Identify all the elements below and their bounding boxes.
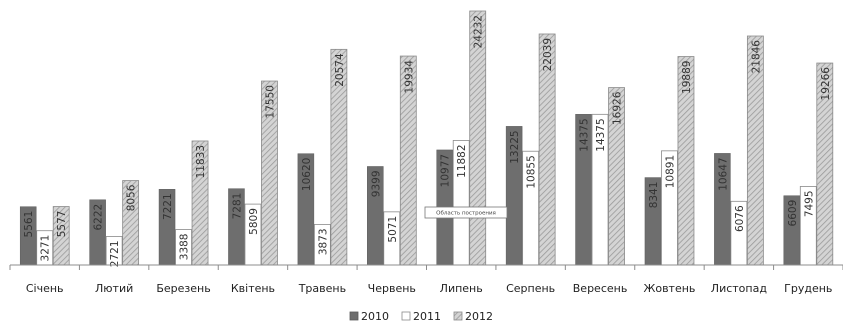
data-label-2011-Квітень: 5809 xyxy=(248,208,260,235)
legend-label-2012: 2012 xyxy=(465,310,493,323)
x-axis-tick-labels: Січень Лютий Березень Квітень Травень Червень… xyxy=(26,282,833,295)
data-label-2010-Вересень: 14375 xyxy=(579,118,591,151)
x-tick-label-4: Квітень xyxy=(231,282,275,295)
data-label-2012-Лютий: 8056 xyxy=(126,184,138,211)
data-label-2010-Травень: 10620 xyxy=(301,158,313,191)
data-label-2012-Вересень: 16926 xyxy=(612,91,624,125)
data-label-2010-Січень: 5561 xyxy=(23,211,35,238)
data-label-2012-Серпень: 22039 xyxy=(542,38,554,71)
data-label-2011-Лютий: 2721 xyxy=(109,240,121,267)
data-label-2011-Липень: 11882 xyxy=(456,144,468,177)
data-label-2012-Квітень: 17550 xyxy=(264,85,276,118)
x-tick-label-2: Лютий xyxy=(95,282,133,295)
x-tick-label-11: Листопад xyxy=(711,282,768,295)
data-label-2011-Листопад: 6076 xyxy=(734,205,746,232)
x-tick-label-10: Жовтень xyxy=(643,282,695,295)
data-label-2012-Грудень: 19266 xyxy=(820,67,832,101)
data-label-2012-Березень: 11833 xyxy=(195,145,207,178)
data-label-2010-Листопад: 10647 xyxy=(717,157,729,190)
tooltip-text: Область построения xyxy=(436,211,496,217)
legend-swatch-2010 xyxy=(349,311,359,321)
x-axis-ticks xyxy=(9,265,843,270)
legend-label-2011: 2011 xyxy=(413,310,441,323)
data-label-2011-Грудень: 7495 xyxy=(803,190,815,217)
data-label-2012-Червень: 19934 xyxy=(403,60,415,94)
legend-swatch-2012 xyxy=(453,311,463,321)
data-label-2010-Лютий: 6222 xyxy=(93,204,105,231)
data-labels-layer: 5561 3271 5577 6222 2721 8056 7221 3388 11833 728… xyxy=(23,15,832,267)
data-label-2012-Липень: 24232 xyxy=(473,15,485,48)
x-tick-label-7: Липень xyxy=(440,282,483,295)
x-tick-label-12: Грудень xyxy=(784,282,832,295)
data-label-2011-Червень: 5071 xyxy=(387,216,399,243)
data-label-2012-Січень: 5577 xyxy=(56,211,68,238)
data-label-2012-Травень: 20574 xyxy=(334,53,346,87)
data-label-2012-Жовтень: 19889 xyxy=(681,61,693,94)
legend-label-2010: 2010 xyxy=(361,310,389,323)
bars-layer xyxy=(19,10,834,266)
x-tick-label-8: Серпень xyxy=(506,282,555,295)
x-tick-label-9: Вересень xyxy=(573,282,628,295)
data-label-2010-Серпень: 13225 xyxy=(509,130,521,163)
legend-swatch-2011 xyxy=(401,311,411,321)
data-label-2011-Серпень: 10855 xyxy=(526,155,538,188)
data-label-2012-Листопад: 21846 xyxy=(750,40,762,74)
data-label-2011-Січень: 3271 xyxy=(40,235,52,262)
data-label-2010-Липень: 10977 xyxy=(440,154,452,187)
data-label-2011-Березень: 3388 xyxy=(179,233,191,260)
plot-area-tooltip: Область построения xyxy=(424,206,508,219)
data-label-2010-Червень: 9399 xyxy=(370,170,382,197)
data-label-2010-Грудень: 6609 xyxy=(787,200,799,227)
data-label-2011-Жовтень: 10891 xyxy=(664,155,676,188)
x-tick-label-1: Січень xyxy=(26,282,64,295)
legend: 2010 2011 2012 xyxy=(349,310,493,323)
data-label-2010-Жовтень: 8341 xyxy=(648,182,660,209)
data-label-2010-Квітень: 7281 xyxy=(231,193,243,220)
data-label-2011-Травень: 3873 xyxy=(317,228,329,255)
x-tick-label-5: Травень xyxy=(298,282,346,295)
data-label-2011-Вересень: 14375 xyxy=(595,118,607,151)
x-tick-label-6: Червень xyxy=(368,282,416,295)
x-tick-label-3: Березень xyxy=(156,282,210,295)
data-label-2010-Березень: 7221 xyxy=(162,193,174,220)
